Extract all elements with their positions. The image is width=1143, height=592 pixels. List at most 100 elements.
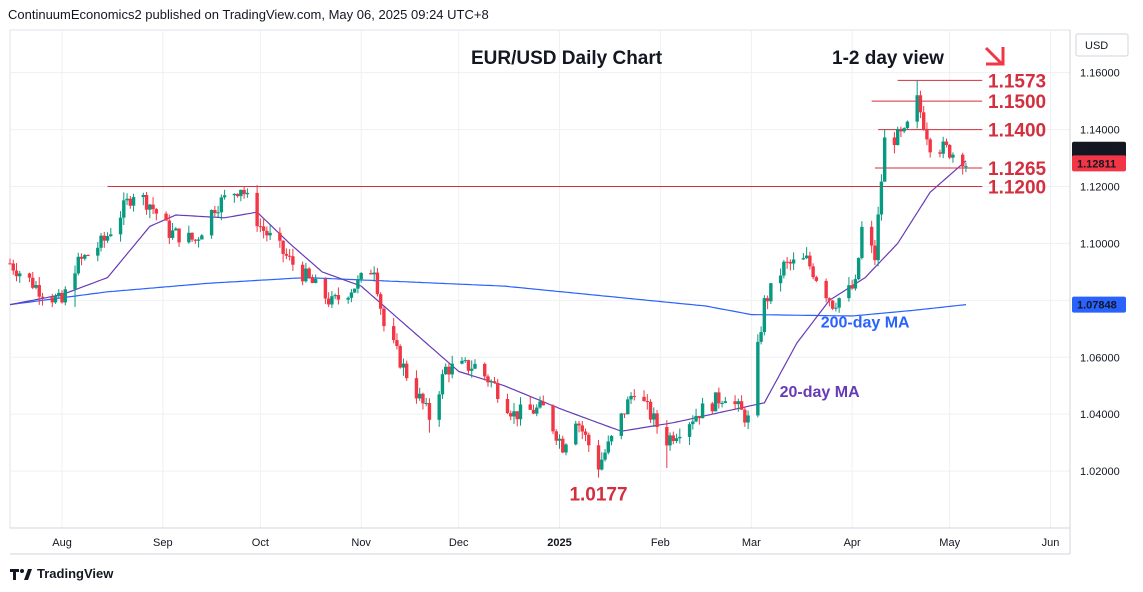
candle-body bbox=[398, 345, 402, 368]
candle-body bbox=[713, 392, 718, 412]
candle-body bbox=[626, 399, 630, 415]
candle-body bbox=[326, 298, 331, 305]
candle-body bbox=[554, 431, 558, 441]
candle-body bbox=[791, 259, 796, 264]
y-tick-label: 1.02000 bbox=[1080, 466, 1120, 478]
candle-body bbox=[27, 273, 32, 278]
candle-body bbox=[174, 228, 178, 231]
candle-body bbox=[105, 236, 110, 241]
candle-body bbox=[359, 273, 363, 280]
candle-body bbox=[837, 298, 841, 308]
candle-body bbox=[349, 292, 354, 298]
arrow-head bbox=[986, 47, 1005, 66]
candle-body bbox=[352, 288, 357, 293]
candle-body bbox=[531, 409, 536, 414]
candle-body bbox=[300, 264, 305, 282]
candle-body bbox=[668, 435, 672, 446]
candle-body bbox=[648, 401, 653, 420]
candle-body bbox=[561, 438, 565, 453]
x-tick-label: May bbox=[939, 537, 960, 549]
candle-body bbox=[86, 255, 90, 257]
candle-body bbox=[190, 232, 194, 240]
x-tick-label: Mar bbox=[742, 537, 761, 549]
candle-body bbox=[141, 194, 146, 198]
candle-body bbox=[372, 272, 376, 275]
candle-body bbox=[79, 256, 84, 259]
candle-body bbox=[941, 141, 945, 154]
candle-body bbox=[255, 192, 259, 227]
candle-body bbox=[645, 400, 650, 402]
candle-body bbox=[655, 413, 659, 428]
candle-body bbox=[830, 300, 835, 309]
candle-body bbox=[697, 415, 702, 419]
candle-body bbox=[401, 363, 406, 368]
candle-body bbox=[629, 395, 633, 400]
candle-body bbox=[808, 255, 812, 267]
candle-body bbox=[827, 298, 832, 301]
candle-body bbox=[518, 404, 523, 420]
candle-body bbox=[102, 235, 106, 241]
x-tick-label: Sep bbox=[153, 537, 173, 549]
candle-body bbox=[892, 137, 897, 146]
candle-body bbox=[242, 189, 246, 195]
footer-brand[interactable]: TradingView bbox=[10, 566, 113, 581]
candle-body bbox=[34, 285, 38, 288]
candle-body bbox=[496, 382, 500, 399]
candle-body bbox=[144, 194, 149, 210]
candle-body bbox=[717, 392, 721, 404]
view-label: 1-2 day view bbox=[832, 48, 944, 69]
candle-body bbox=[811, 266, 815, 278]
candle-body bbox=[76, 256, 80, 274]
candle-body bbox=[268, 232, 272, 236]
candle-body bbox=[391, 326, 396, 341]
candle-body bbox=[216, 212, 220, 214]
y-tick-label: 1.04000 bbox=[1080, 409, 1120, 421]
candle-body bbox=[378, 294, 383, 309]
ma200-label: 200-day MA bbox=[821, 314, 910, 331]
candle-body bbox=[492, 381, 497, 383]
candle-body bbox=[882, 137, 887, 182]
candle-body bbox=[11, 263, 15, 271]
candle-body bbox=[743, 409, 747, 423]
candle-body bbox=[765, 298, 770, 302]
candle-body bbox=[219, 197, 224, 213]
candle-body bbox=[60, 292, 64, 303]
candle-body bbox=[873, 245, 877, 261]
candle-body bbox=[261, 226, 266, 231]
candle-body bbox=[287, 255, 292, 257]
candle-body bbox=[421, 393, 425, 404]
level-label: 1.1200 bbox=[988, 178, 1046, 199]
candle-body bbox=[505, 398, 510, 414]
candle-body bbox=[782, 261, 786, 276]
candle-body bbox=[609, 435, 614, 442]
candle-body bbox=[960, 154, 965, 167]
candle-body bbox=[118, 217, 123, 235]
candle-body bbox=[551, 405, 555, 432]
level-label: 1.1573 bbox=[988, 71, 1046, 92]
candle-body bbox=[824, 280, 828, 299]
candle-body bbox=[281, 240, 285, 254]
candle-body bbox=[720, 402, 724, 404]
low-label: 1.0177 bbox=[569, 485, 627, 506]
candle-body bbox=[278, 232, 282, 241]
x-tick-label: Feb bbox=[651, 537, 670, 549]
candle-body bbox=[258, 226, 263, 228]
candle-body bbox=[762, 298, 767, 333]
ma200-series bbox=[9, 276, 967, 317]
candle-body bbox=[847, 285, 851, 299]
candle-body bbox=[304, 268, 308, 282]
candle-body bbox=[122, 200, 126, 218]
price-label: 1.13292 bbox=[1077, 145, 1117, 157]
candle-body bbox=[336, 295, 341, 300]
candle-body bbox=[600, 459, 604, 470]
candle-body bbox=[964, 166, 968, 168]
candle-body bbox=[83, 255, 87, 259]
candle-body bbox=[856, 257, 861, 280]
arrow-shaft bbox=[984, 46, 1003, 65]
candle-body bbox=[466, 360, 471, 371]
candle-body bbox=[736, 401, 741, 405]
candle-body bbox=[395, 340, 399, 346]
candle-body bbox=[170, 230, 175, 238]
candle-body bbox=[509, 413, 513, 417]
